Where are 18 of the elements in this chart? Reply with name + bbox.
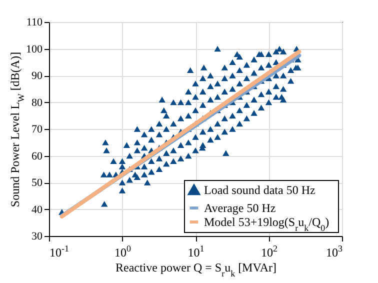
y-tick-label: 80 <box>32 96 43 109</box>
legend-label: Average 50 Hz <box>204 201 276 215</box>
x-tick-label: 10$^{0}$ <box>114 244 132 260</box>
y-tick-label: 50 <box>32 177 43 189</box>
legend-label: Model 53+19log(S$_{r}$u$_{k}$/Q$_{0}$) <box>204 215 330 233</box>
y-tick-label: 100 <box>26 43 43 56</box>
y-tick-label: 60 <box>32 150 43 162</box>
x-tick-label: 10$^{3}$ <box>326 244 343 260</box>
legend-label: Load sound data 50 Hz <box>204 183 316 197</box>
x-tick-label: 10$^{1}$ <box>188 244 204 260</box>
y-tick-label: 30 <box>32 230 43 242</box>
y-tick-label: 40 <box>32 204 43 216</box>
y-tick-label: 110 <box>26 16 43 28</box>
x-tick-label: 10$^{2}$ <box>261 244 278 260</box>
y-tick-label: 90 <box>32 70 43 82</box>
x-tick-label: 10$^{-1}$ <box>50 244 69 260</box>
y-tick-label: 70 <box>32 124 43 136</box>
x-axis-title: Reactive power Q = S$_{r}$u$_{k}$ [MVAr] <box>115 260 277 278</box>
